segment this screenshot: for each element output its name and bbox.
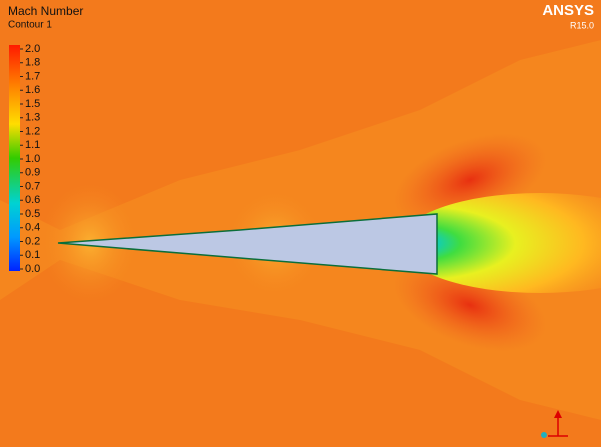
legend-label: 2.0 [25, 43, 40, 55]
wake [400, 193, 601, 293]
legend-label: 0.7 [25, 180, 40, 192]
legend-label: 1.7 [25, 70, 40, 82]
legend-subtitle: Contour 1 [8, 20, 52, 31]
legend-label: 1.8 [25, 57, 40, 69]
body [57, 213, 438, 275]
legend-labels: 2.0 1.81.7 1.6 1.5 1.31.2 1.1 1.0 0.90.7 0.6 0.5 0… [20, 43, 40, 275]
legend-label: 0.9 [25, 167, 40, 179]
legend-label: 1.5 [25, 98, 40, 110]
legend-label: 0.1 [25, 249, 40, 261]
region [0, 0, 601, 230]
legend-label: 0.0 [25, 263, 40, 275]
color-bar [9, 45, 20, 271]
legend-label: 1.2 [25, 125, 40, 137]
region [0, 260, 601, 447]
legend-label: 0.6 [25, 194, 40, 206]
legend-title: Mach Number [8, 4, 83, 18]
legend-label: 0.4 [25, 222, 40, 234]
legend-label: 1.0 [25, 153, 40, 165]
legend-label: 0.2 [25, 235, 40, 247]
legend-label: 1.1 [25, 139, 40, 151]
axis-triad [554, 410, 562, 418]
legend-label: 1.6 [25, 84, 40, 96]
logo-brand: ANSYS [542, 2, 594, 19]
logo-version: R15.0 [570, 20, 594, 30]
axis-triad [541, 432, 547, 438]
legend-label: 0.5 [25, 208, 40, 220]
legend-label: 1.3 [25, 112, 40, 124]
